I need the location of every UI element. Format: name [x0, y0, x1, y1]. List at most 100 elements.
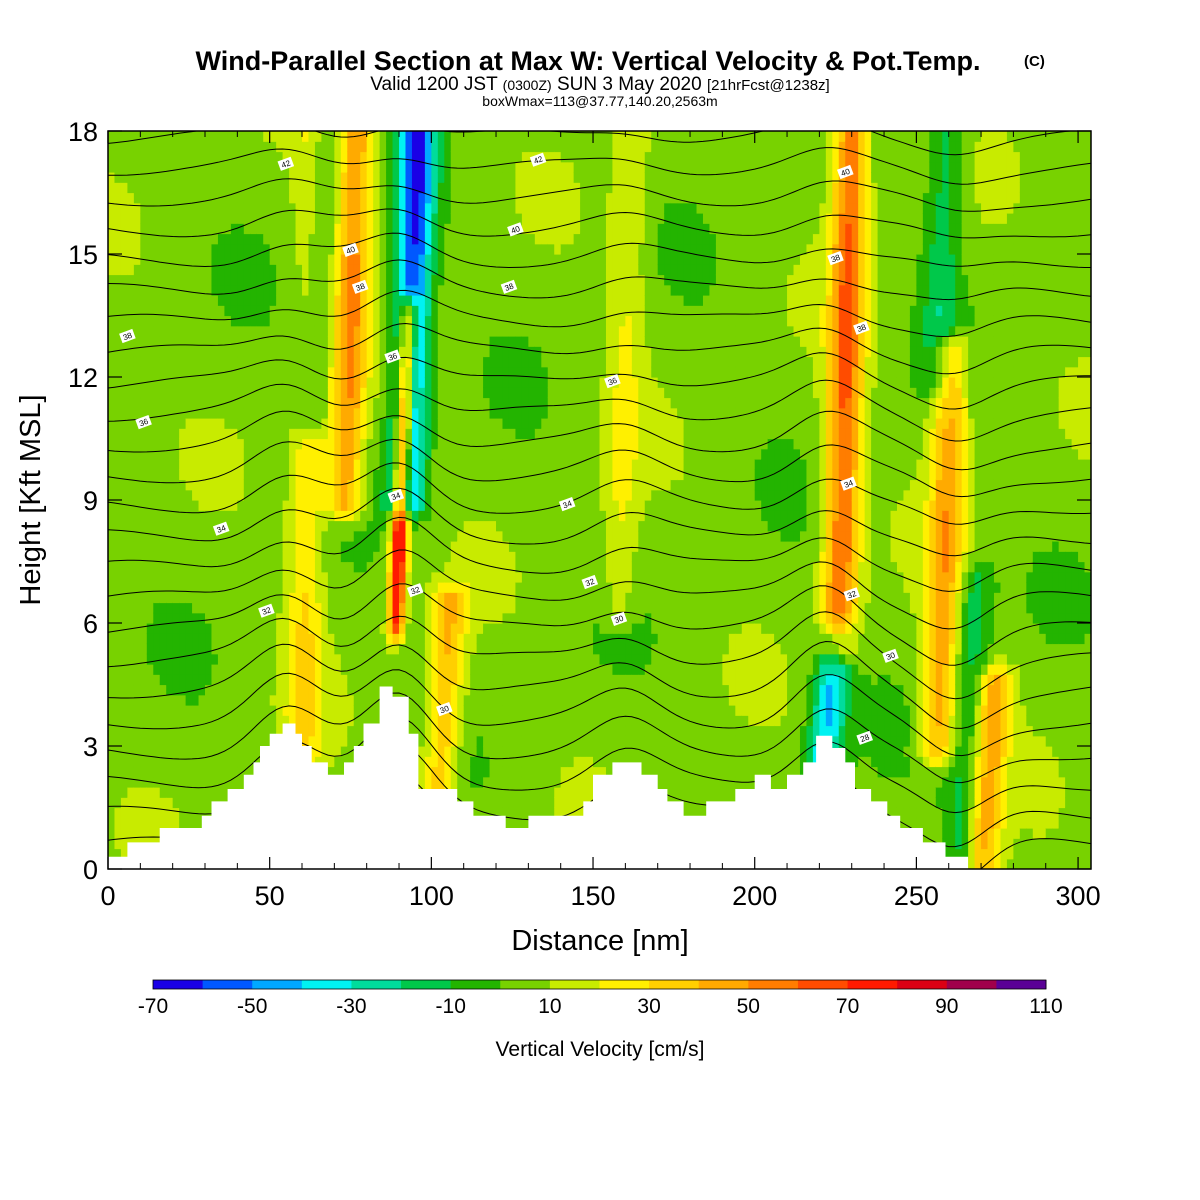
w-cell [250, 530, 258, 542]
w-cell [256, 653, 264, 665]
w-cell [308, 664, 316, 675]
w-cell [327, 459, 335, 470]
w-cell [334, 284, 342, 296]
w-cell [127, 407, 135, 419]
w-cell [340, 746, 348, 757]
w-cell [457, 346, 465, 358]
w-cell [327, 715, 335, 727]
w-cell [431, 582, 439, 593]
w-cell [450, 623, 458, 634]
w-cell [373, 274, 381, 286]
w-cell [192, 377, 200, 388]
w-cell [353, 192, 361, 204]
w-cell [108, 612, 116, 624]
w-cell [483, 551, 491, 563]
w-cell [347, 346, 355, 358]
w-cell [418, 243, 426, 255]
w-cell [250, 469, 258, 481]
w-cell [457, 305, 465, 317]
w-cell [366, 684, 374, 696]
w-cell [127, 551, 135, 563]
w-cell [159, 284, 167, 296]
w-cell [217, 254, 226, 265]
w-cell [476, 336, 484, 347]
w-cell [159, 746, 167, 757]
w-cell [470, 746, 478, 757]
w-cell [463, 746, 471, 757]
w-cell [282, 366, 290, 378]
w-cell [502, 489, 510, 501]
w-cell [295, 325, 303, 337]
w-cell [276, 571, 284, 583]
w-cell [153, 530, 161, 542]
w-cell [373, 489, 381, 501]
w-cell [437, 582, 445, 593]
w-cell [192, 346, 200, 358]
w-cell [411, 202, 420, 214]
w-cell [431, 715, 439, 727]
w-cell [463, 397, 471, 409]
w-cell [159, 336, 167, 347]
w-cell [470, 551, 478, 563]
w-cell [392, 356, 400, 368]
w-cell [496, 479, 504, 491]
w-cell [140, 223, 148, 235]
w-cell [250, 684, 258, 696]
w-cell [373, 325, 381, 337]
w-cell [205, 161, 213, 173]
w-cell [521, 254, 529, 265]
w-cell [340, 192, 348, 204]
w-cell [256, 725, 264, 737]
w-cell [159, 356, 167, 368]
w-cell [172, 520, 180, 532]
w-cell [276, 479, 284, 491]
w-cell [502, 448, 510, 460]
w-cell [405, 397, 413, 409]
w-cell [547, 725, 555, 737]
w-cell [224, 377, 232, 388]
w-cell [444, 766, 452, 778]
w-cell [185, 787, 193, 798]
w-cell [211, 756, 219, 768]
w-cell [282, 530, 290, 542]
w-cell [528, 418, 536, 429]
w-cell [450, 295, 458, 306]
w-cell [502, 295, 510, 306]
w-cell [444, 223, 452, 235]
w-cell [179, 561, 187, 573]
w-cell [205, 520, 213, 532]
w-cell [502, 356, 510, 368]
w-cell [224, 664, 232, 675]
w-cell [146, 356, 154, 368]
w-cell [289, 633, 297, 645]
w-cell [153, 192, 161, 204]
w-cell [120, 766, 128, 778]
w-cell [334, 705, 342, 716]
w-cell [508, 776, 517, 788]
w-cell [276, 315, 284, 327]
w-cell [444, 418, 452, 429]
w-cell [334, 746, 342, 757]
w-cell [528, 787, 536, 798]
w-cell [166, 561, 174, 573]
w-cell [140, 284, 148, 296]
w-cell [424, 182, 432, 194]
w-cell [405, 602, 413, 614]
w-cell [217, 684, 226, 696]
w-cell [457, 438, 465, 450]
w-cell [243, 715, 251, 727]
w-cell [515, 674, 523, 686]
w-cell [418, 366, 426, 378]
w-cell [411, 674, 420, 686]
w-cell [470, 612, 478, 624]
w-cell [405, 479, 413, 491]
w-cell [431, 459, 439, 470]
w-cell [450, 489, 458, 501]
w-cell [256, 202, 264, 214]
w-cell [211, 489, 219, 501]
w-cell [276, 295, 284, 306]
w-cell [276, 520, 284, 532]
w-cell [496, 489, 504, 501]
w-cell [133, 366, 141, 378]
w-cell [133, 161, 141, 173]
